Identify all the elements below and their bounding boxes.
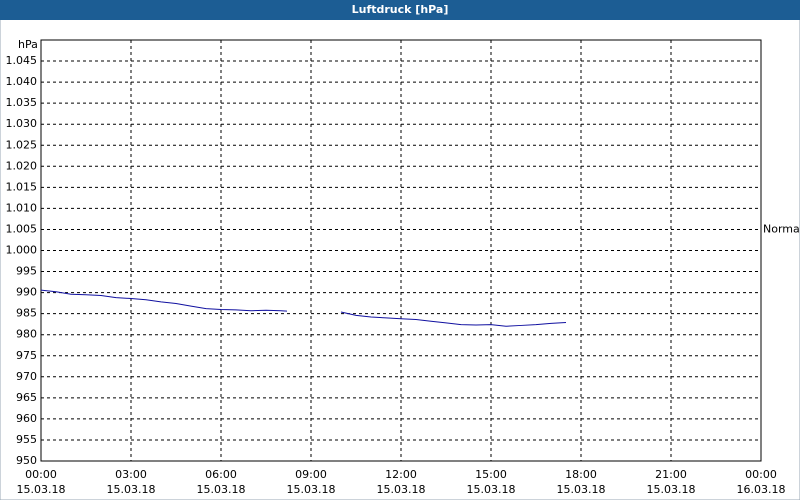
y-tick-label: 1.005 bbox=[6, 222, 38, 235]
title-bar bbox=[0, 0, 800, 20]
y-tick-label: 955 bbox=[16, 433, 37, 446]
y-tick-label: 970 bbox=[16, 370, 37, 383]
x-tick-label: 12:00 bbox=[385, 468, 417, 481]
x-tick-label: 06:00 bbox=[205, 468, 237, 481]
y-tick-label: 990 bbox=[16, 286, 37, 299]
x-tick-label: 03:00 bbox=[115, 468, 147, 481]
x-tick-label: 15:00 bbox=[475, 468, 507, 481]
y-tick-label: 960 bbox=[16, 412, 37, 425]
chart-title: Luftdruck [hPa] bbox=[352, 3, 449, 16]
x-tick-date: 15.03.18 bbox=[647, 483, 696, 496]
x-tick-label: 00:00 bbox=[745, 468, 777, 481]
x-tick-date: 15.03.18 bbox=[377, 483, 426, 496]
y-tick-label: 1.030 bbox=[6, 117, 38, 130]
x-tick-label: 09:00 bbox=[295, 468, 327, 481]
y-tick-label: 1.040 bbox=[6, 75, 38, 88]
y-tick-label: 1.000 bbox=[6, 244, 38, 257]
y-tick-label: 980 bbox=[16, 328, 37, 341]
x-tick-label: 00:00 bbox=[25, 468, 57, 481]
x-tick-label: 18:00 bbox=[565, 468, 597, 481]
x-tick-date: 15.03.18 bbox=[557, 483, 606, 496]
x-tick-date: 15.03.18 bbox=[467, 483, 516, 496]
y-tick-label: 1.045 bbox=[6, 54, 38, 67]
y-tick-label: 1.015 bbox=[6, 180, 38, 193]
x-tick-date: 15.03.18 bbox=[197, 483, 246, 496]
y-tick-label: 1.035 bbox=[6, 96, 38, 109]
x-tick-date: 16.03.18 bbox=[737, 483, 786, 496]
y-tick-label: 965 bbox=[16, 391, 37, 404]
x-tick-date: 15.03.18 bbox=[107, 483, 156, 496]
y-tick-label: 995 bbox=[16, 265, 37, 278]
y-tick-label: 1.025 bbox=[6, 138, 38, 151]
y-tick-label: 975 bbox=[16, 349, 37, 362]
x-tick-date: 15.03.18 bbox=[17, 483, 66, 496]
data-line bbox=[340, 311, 567, 327]
y-tick-label: 1.020 bbox=[6, 159, 38, 172]
plot-border bbox=[40, 39, 762, 462]
x-tick-date: 15.03.18 bbox=[287, 483, 336, 496]
y-tick-label: 1.010 bbox=[6, 201, 38, 214]
y-unit: hPa bbox=[18, 38, 38, 51]
x-tick-label: 21:00 bbox=[655, 468, 687, 481]
data-line bbox=[40, 289, 288, 312]
y-tick-label: 950 bbox=[16, 454, 37, 467]
y-tick-label: 985 bbox=[16, 307, 37, 320]
normal-label: Normal bbox=[763, 222, 800, 235]
